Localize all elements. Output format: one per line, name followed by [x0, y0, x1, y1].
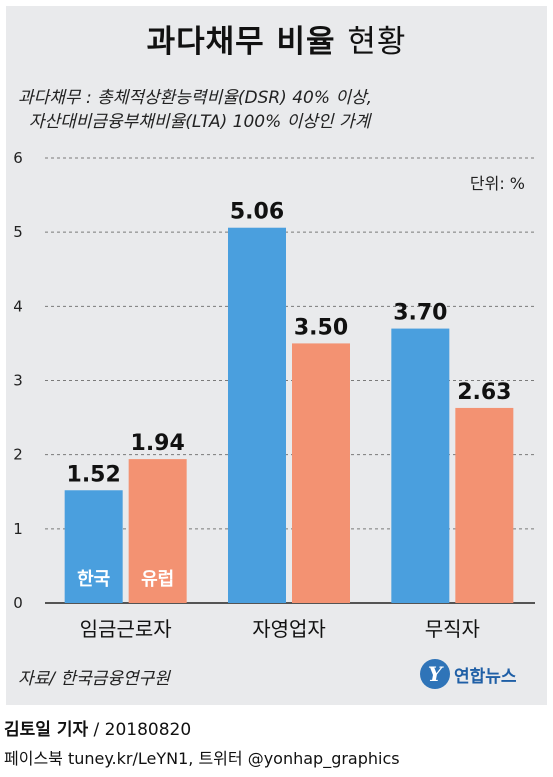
reporter-credit: 김토일 기자 / 20180820 [4, 715, 191, 740]
y-tick-label: 6 [13, 149, 23, 167]
x-tick-label: 자영업자 [252, 617, 326, 641]
data-label: 3.50 [294, 315, 348, 340]
data-label: 5.06 [230, 200, 284, 225]
bar-europe [128, 459, 187, 603]
bar-korea [228, 227, 286, 603]
data-label: 2.63 [457, 380, 511, 405]
title-light: 현황 [347, 24, 407, 60]
bar-europe [455, 407, 514, 603]
data-label: 3.70 [393, 301, 447, 326]
bar-korea [64, 490, 123, 603]
reporter-name: 김토일 기자 [4, 720, 89, 740]
unit-label: 단위: % [469, 174, 525, 193]
reporter-date: / 20180820 [88, 720, 192, 740]
chart-title: 과다채무 비율 현황 [0, 16, 553, 61]
chart-subtitle: 과다채무 : 총체적상환능력비율(DSR) 40% 이상, 자산대비금융부채비율… [18, 86, 372, 134]
x-tick-label: 임금근로자 [80, 617, 172, 641]
title-bold: 과다채무 비율 [146, 24, 336, 60]
social-links: 페이스북 tuney.kr/LeYN1, 트위터 @yonhap_graphic… [4, 749, 400, 768]
y-tick-label: 2 [13, 446, 23, 464]
y-tick-label: 3 [13, 372, 23, 390]
y-tick-label: 0 [13, 594, 23, 612]
data-label: 1.94 [131, 431, 185, 456]
subtitle-line-2: 자산대비금융부채비율(LTA) 100% 이상인 가계 [28, 112, 371, 132]
y-tick-label: 5 [13, 223, 23, 241]
bar-europe [292, 343, 350, 603]
yonhap-logo: Y 연합뉴스 [420, 656, 517, 692]
bar-korea [391, 328, 450, 603]
y-tick-label: 1 [13, 520, 23, 538]
yonhap-logo-text: 연합뉴스 [454, 666, 517, 687]
legend-label-korea: 한국 [77, 569, 110, 590]
y-tick-label: 4 [13, 297, 23, 315]
subtitle-line-1: 과다채무 : 총체적상환능력비율(DSR) 40% 이상, [18, 88, 373, 108]
source-note: 자료/ 한국금융연구원 [18, 669, 170, 689]
legend-label-europe: 유럽 [141, 569, 174, 590]
data-label: 1.52 [67, 462, 121, 487]
yonhap-logo-icon: Y [420, 659, 450, 689]
x-tick-label: 무직자 [425, 617, 480, 641]
